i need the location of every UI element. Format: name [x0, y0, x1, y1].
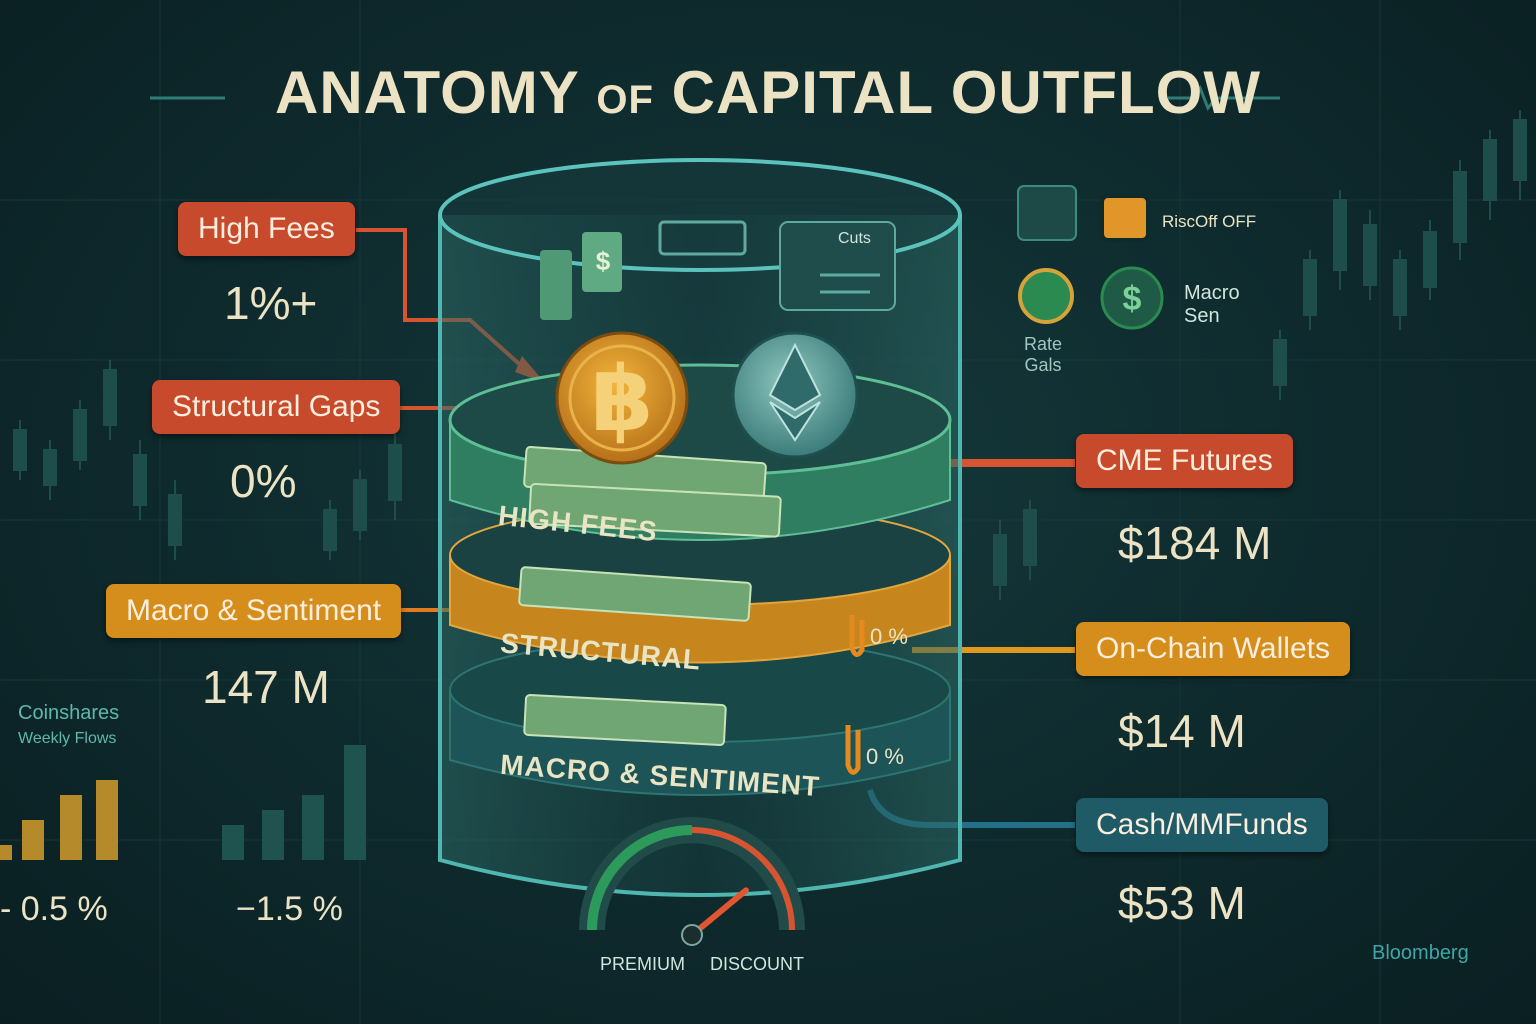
candlestick-chart-left: [13, 360, 402, 560]
riskoff-icon: [1100, 194, 1150, 242]
title-rules: [150, 85, 1280, 111]
tag-cme-futures: CME Futures: [1076, 434, 1293, 488]
dollar-card: [540, 250, 572, 320]
value-high-fees: 1%+: [224, 277, 318, 329]
title-of: OF: [596, 78, 654, 122]
value-structural-gaps: 0%: [230, 455, 297, 507]
rate-icon: [1018, 268, 1074, 324]
value-cash-mmfunds: $53 M: [1118, 877, 1246, 929]
bottom-value-left: - 0.5 %: [0, 890, 108, 928]
title-main: ANATOMY: [275, 59, 579, 126]
svg-text:$: $: [596, 246, 611, 276]
indicator-icons: $: [1017, 185, 1164, 330]
screen-card: [658, 220, 747, 256]
gauge-label-discount: DISCOUNT: [710, 954, 804, 974]
value-on-chain-wallets: $14 M: [1118, 705, 1246, 757]
weekly-flow-bars-left: [0, 780, 118, 860]
gauge-icon: [579, 817, 805, 931]
bottom-value-right: −1.5 %: [236, 890, 343, 928]
dollar-icon: [1100, 266, 1164, 330]
band-percent-macro: 0 %: [866, 744, 904, 769]
bitcoin-icon: [555, 331, 689, 465]
macro-label: Macro Sen: [1184, 282, 1240, 327]
weekly-flow-bars-right: [222, 745, 366, 860]
candlestick-chart-right: [993, 110, 1527, 600]
svg-text:$: $: [1123, 280, 1142, 318]
tag-on-chain-wallets: On-Chain Wallets: [1076, 622, 1350, 676]
riskoff-label: RiscOff OFF: [1162, 212, 1257, 231]
chart-card-icon: [1017, 185, 1077, 241]
coinshares-title: Coinshares: [18, 702, 120, 724]
screen-card: [779, 221, 896, 311]
tag-high-fees: High Fees: [178, 202, 355, 256]
tag-cash-mmfunds: Cash/MMFunds: [1076, 798, 1328, 852]
page-title: ANATOMY OF CAPITAL OUTFLOW: [0, 58, 1536, 127]
value-macro-sentiment: 147 M: [202, 661, 330, 713]
coinshares-subtitle: Weekly Flows: [18, 730, 117, 747]
gauge-needle: [689, 887, 749, 938]
dollar-card: [582, 232, 622, 292]
tag-macro-sentiment: Macro & Sentiment: [106, 584, 402, 638]
source-label: Bloomberg: [1372, 942, 1469, 964]
value-cme-futures: $184 M: [1118, 517, 1272, 569]
tag-structural-gaps: Structural Gaps: [152, 380, 401, 434]
title-rest: CAPITAL OUTFLOW: [671, 59, 1261, 126]
cash-stack: [518, 445, 782, 747]
svg-text:฿: ฿: [591, 347, 654, 452]
gauge-label-premium: PREMIUM: [600, 954, 685, 974]
glass-cylinder: $ ฿: [438, 158, 962, 897]
band-percent-structural: 0 %: [870, 624, 908, 649]
screen-card-text: Cuts: [838, 230, 871, 247]
rate-label: Rate Gals: [1024, 334, 1063, 375]
